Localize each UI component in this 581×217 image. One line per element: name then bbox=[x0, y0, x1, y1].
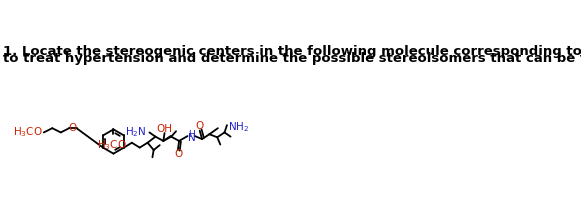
Text: H$_2$N: H$_2$N bbox=[125, 125, 147, 139]
Text: H$_3$CO: H$_3$CO bbox=[98, 138, 127, 152]
Text: O: O bbox=[196, 121, 204, 131]
Text: H$_3$CO: H$_3$CO bbox=[13, 125, 42, 139]
Text: O: O bbox=[174, 149, 182, 159]
Text: H: H bbox=[188, 130, 195, 139]
Text: NH$_2$: NH$_2$ bbox=[228, 120, 249, 134]
Text: O: O bbox=[69, 123, 77, 133]
Text: 1. Locate the stereogenic centers in the following molecule corresponding to a d: 1. Locate the stereogenic centers in the… bbox=[3, 45, 581, 58]
Text: to treat hypertension and determine the possible stereoisomers that can be forme: to treat hypertension and determine the … bbox=[3, 53, 581, 66]
Text: OH: OH bbox=[156, 124, 173, 134]
Text: N: N bbox=[188, 133, 196, 143]
